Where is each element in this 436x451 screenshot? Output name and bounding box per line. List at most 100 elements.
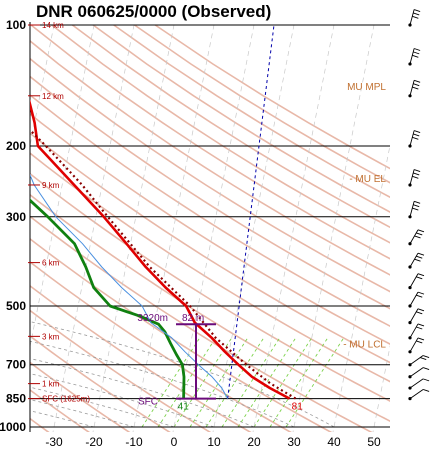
dry-adiabat [30, 215, 373, 432]
wind-barb-flag [412, 15, 419, 19]
dry-adiabat [30, 237, 333, 432]
annotation-label: - MU LCL [343, 340, 386, 351]
dry-adiabat [30, 39, 390, 276]
pressure-label: 850 [6, 392, 26, 406]
wind-barb-staff [409, 130, 415, 147]
labels: 100 200 300 500 700 850 1000 -30 -20 -10 0 10 20 30 40… [0, 18, 386, 449]
dry-adiabat [30, 57, 390, 293]
moist-adiabat [30, 399, 135, 428]
height-label: 9 km [42, 181, 60, 190]
wind-barb [408, 291, 425, 308]
wind-barb-flag [414, 235, 421, 239]
wind-barb-staff [409, 48, 415, 65]
dry-adiabat [30, 309, 212, 432]
wind-barb-flag [413, 48, 421, 51]
wind-barb [408, 169, 421, 187]
wind-barb [408, 9, 421, 27]
dry-adiabat [113, 24, 390, 199]
wind-barb-staff [409, 169, 415, 186]
dewpoint-line [30, 198, 186, 399]
wind-barb [408, 337, 425, 354]
wind-barb-flag [413, 12, 420, 16]
wind-barb-flag [416, 232, 423, 236]
isotherm [30, 22, 55, 148]
wind-barb-staff [409, 201, 415, 217]
wind-barb-staff [409, 80, 415, 96]
temperature-tick-label: 40 [327, 435, 341, 449]
temperature-tick-label: 50 [367, 435, 381, 449]
wind-barb-flag [413, 200, 421, 204]
dry-adiabat [92, 24, 390, 213]
wind-barb [408, 389, 430, 401]
wind-barb [408, 378, 430, 390]
wind-barb [408, 229, 425, 246]
dry-adiabat [30, 94, 390, 328]
dry-adiabat [30, 193, 390, 423]
dry-adiabat [30, 260, 292, 432]
isotherm [30, 22, 95, 349]
height-label: 3 km [42, 332, 60, 341]
wind-barbs [408, 9, 430, 401]
wind-barb [408, 355, 430, 367]
temperature-tick-label: -10 [125, 435, 143, 449]
wind-barb-flag [416, 276, 423, 280]
temperature-tick-label: -30 [45, 435, 63, 449]
isotherm [372, 344, 390, 432]
pressure-label: 200 [6, 139, 26, 153]
wind-barb-staff [409, 273, 419, 288]
wind-barb-flag [417, 308, 425, 312]
wind-barb-flag [413, 51, 420, 55]
wind-barb-staff [409, 378, 424, 389]
wind-barb-flag [413, 79, 421, 83]
wind-barb-staff [409, 291, 419, 307]
dry-adiabat [30, 132, 390, 364]
height-label: 1 km [42, 380, 60, 389]
temperature-tick-label: 20 [247, 435, 261, 449]
surface-dewpoint-label: 41 [178, 402, 190, 413]
annotation-label: MU MPL [347, 82, 386, 93]
temperature-tick-label: 10 [207, 435, 221, 449]
wind-barb-flag [422, 389, 430, 392]
mixing-ratio-line [141, 337, 201, 428]
wind-barb-flag [413, 83, 420, 87]
annotation-label: - MU EL [349, 174, 386, 185]
wind-barb-staff [409, 323, 419, 339]
temperature-tick-label: -20 [85, 435, 103, 449]
wind-barb [408, 273, 425, 290]
isotherm [292, 22, 375, 432]
wetbulb-line [30, 173, 229, 399]
wind-barb [408, 130, 421, 148]
isotherm [212, 22, 295, 432]
wind-barb-flag [422, 367, 430, 371]
wind-barb-flag [417, 273, 425, 277]
wind-barb-flag [413, 133, 420, 137]
wind-barb-flag [416, 326, 423, 330]
dry-adiabat [30, 284, 252, 432]
wind-barb-flag [413, 130, 421, 133]
parcel-bottom-label: SFC [138, 397, 158, 408]
dry-adiabat [30, 172, 390, 402]
wind-barb [408, 367, 430, 379]
dry-adiabat [30, 24, 390, 260]
mixing-ratio-line [205, 337, 265, 428]
wind-barb [408, 308, 425, 325]
height-label: 6 km [42, 259, 60, 268]
dry-adiabat [154, 24, 390, 170]
wind-barb-staff [409, 9, 415, 26]
isotherm [252, 22, 335, 432]
dry-adiabat [30, 112, 390, 345]
wind-barb [408, 48, 421, 66]
wind-barb-staff [409, 355, 424, 366]
wind-barb-staff [409, 252, 419, 268]
wind-barb-flag [414, 258, 421, 262]
wind-barb-flag [412, 136, 419, 140]
wind-barb-flag [422, 355, 430, 358]
chart-title: DNR 060625/0000 (Observed) [36, 2, 271, 21]
parcel-top-value: 82 m [182, 313, 204, 324]
wind-barb-staff [409, 389, 424, 399]
surface-temp-label: 81 [292, 402, 304, 413]
dry-adiabat [30, 335, 171, 432]
temperature-line [30, 98, 291, 400]
